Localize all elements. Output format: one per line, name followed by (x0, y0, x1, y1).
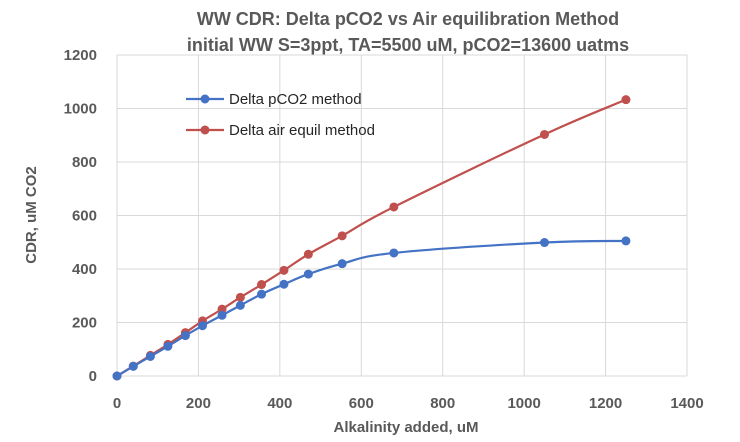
legend-marker (200, 125, 210, 135)
series-layer (112, 95, 631, 381)
x-tick-label: 1200 (589, 395, 622, 412)
data-point (180, 331, 190, 341)
legend-marker (200, 94, 210, 104)
y-tick-label: 800 (72, 154, 97, 171)
x-tick-label: 400 (267, 395, 292, 412)
chart-title-line-2: initial WW S=3ppt, TA=5500 uM, pCO2=1360… (187, 35, 629, 55)
data-point (621, 236, 631, 246)
x-tick-label: 1000 (507, 395, 540, 412)
data-point (621, 95, 631, 105)
data-point (145, 351, 155, 361)
data-point (112, 371, 122, 381)
data-point (279, 265, 289, 275)
data-point (337, 231, 347, 241)
y-tick-label: 200 (72, 315, 97, 332)
series-line (116, 98, 627, 377)
y-tick-label: 0 (89, 368, 97, 385)
legend-item: Delta air equil method (186, 122, 375, 139)
y-axis-ticks: 0 200 400 600 800 1000 1200 (64, 47, 97, 385)
y-tick-label: 600 (72, 208, 97, 225)
data-point (163, 341, 173, 351)
y-tick-label: 1000 (64, 101, 97, 118)
x-axis-label: Alkalinity added, uM (333, 419, 478, 436)
data-point (389, 248, 399, 258)
y-axis-label: CDR, uM CO2 (23, 166, 40, 264)
data-point (540, 129, 549, 139)
series-line (116, 239, 626, 377)
x-tick-label: 1400 (670, 395, 703, 412)
legend: Delta pCO2 method Delta air equil method (186, 91, 375, 139)
data-point (303, 269, 313, 279)
chart-title-line-1: WW CDR: Delta pCO2 vs Air equilibration … (197, 9, 619, 29)
legend-label: Delta air equil method (229, 122, 375, 139)
x-tick-label: 800 (430, 395, 455, 412)
data-point (198, 321, 207, 331)
x-tick-label: 600 (349, 395, 374, 412)
legend-item: Delta pCO2 method (186, 91, 362, 108)
y-tick-label: 1200 (64, 47, 97, 64)
series-delta-pco2 (112, 236, 631, 381)
x-tick-label: 0 (113, 395, 121, 412)
y-tick-label: 400 (72, 261, 97, 278)
data-point (257, 280, 267, 290)
x-tick-label: 200 (186, 395, 211, 412)
data-point (303, 249, 313, 259)
data-point (257, 289, 267, 299)
data-point (235, 300, 245, 310)
data-point (217, 310, 227, 320)
data-point (235, 292, 245, 302)
data-point (389, 202, 399, 212)
data-point (540, 238, 549, 248)
data-point (279, 279, 289, 289)
legend-label: Delta pCO2 method (229, 91, 362, 108)
gridlines (116, 54, 688, 377)
x-axis-ticks: 0 200 400 600 800 1000 1200 1400 (113, 395, 704, 412)
data-point (337, 259, 347, 269)
data-point (217, 304, 227, 314)
data-point (128, 361, 138, 371)
